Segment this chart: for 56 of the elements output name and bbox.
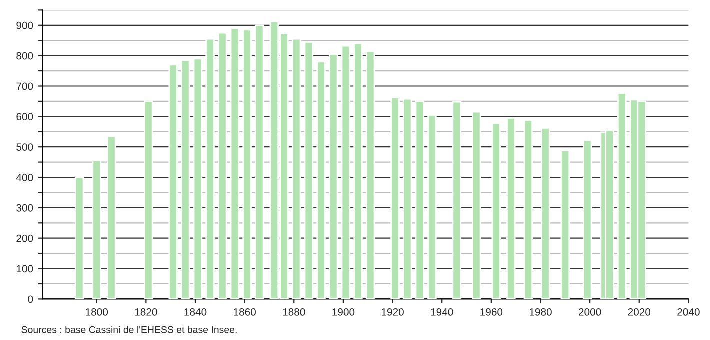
bar [452,101,462,300]
bar [506,118,516,300]
bar [492,122,501,300]
bar [193,58,203,300]
bar [328,54,338,300]
bar [218,32,228,300]
bar [74,176,84,300]
x-tick-label: 1860 [234,308,256,316]
y-tick-label: 0 [28,296,34,304]
y-tick-label: 400 [16,174,34,182]
y-tick-label: 200 [16,234,34,242]
y-tick-label: 800 [16,52,34,60]
y-tick-label: 700 [16,82,34,90]
bar [230,28,240,300]
bar [560,150,570,300]
bar [304,41,314,300]
bar [180,60,190,300]
bar [354,42,363,300]
x-tick-label: 1960 [480,308,503,316]
y-tick-label: 500 [16,144,34,151]
bar [524,120,534,300]
bar [168,64,178,300]
x-tick-label: 1880 [283,308,306,316]
bar [402,98,412,300]
x-tick-label: 1840 [184,308,207,316]
x-tick-label: 1820 [135,308,158,316]
bar [472,111,482,300]
bar [292,38,302,300]
bar [107,136,116,300]
x-tick-label: 2000 [579,308,602,316]
bar [206,38,215,300]
bar [341,45,351,300]
x-tick-label: 1920 [382,308,404,316]
bar [428,114,437,300]
bar [254,24,264,300]
x-tick-label: 1900 [332,308,355,316]
bar [541,128,550,300]
bar [242,29,252,300]
x-tick-label: 2040 [678,308,700,316]
bar [316,61,326,300]
source-note: Sources : base Cassini de l'EHESS et base Insee. [22,326,237,334]
bar [415,100,425,300]
bar [144,100,154,300]
x-tick-label: 1940 [431,308,454,316]
bar [582,140,592,300]
x-tick-label: 1980 [530,308,552,316]
bar [390,97,400,300]
y-tick-label: 300 [16,204,34,212]
y-tick-label: 900 [16,22,34,30]
x-tick-label: 1800 [86,308,108,316]
y-tick-label: 600 [16,113,34,121]
bar [366,50,376,300]
bar [617,92,627,300]
x-tick-label: 2020 [628,308,651,316]
bar [92,160,102,300]
y-tick-label: 100 [16,265,34,273]
